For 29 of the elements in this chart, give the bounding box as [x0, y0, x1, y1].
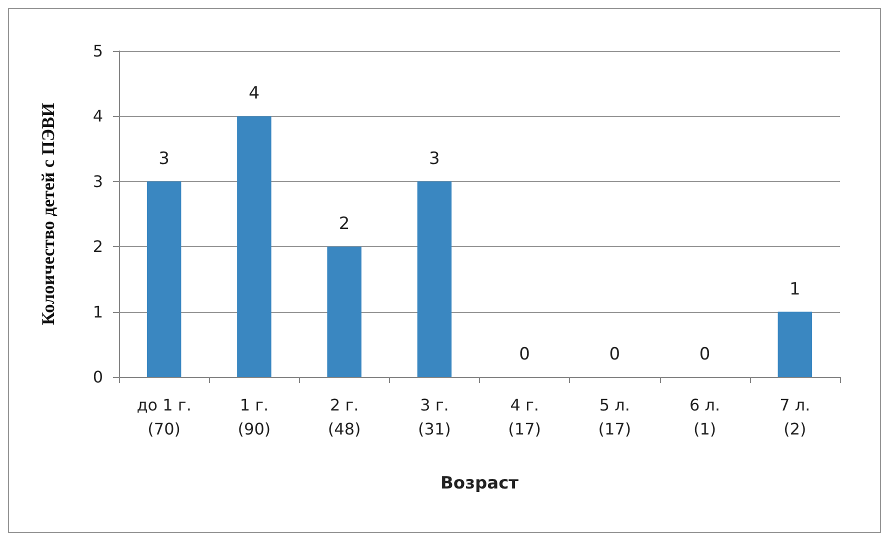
- bar: [417, 181, 452, 377]
- y-tick-label: 4: [92, 106, 103, 126]
- x-tick-label: 7 л. (2): [780, 396, 810, 438]
- bar: [146, 181, 182, 377]
- y-axis-title: Колоичество детей с ПЭВИ: [38, 102, 58, 326]
- y-tick-label: 0: [92, 368, 103, 386]
- data-label: 2: [338, 214, 350, 234]
- x-axis-title: Возраст: [440, 474, 519, 494]
- data-label: 0: [609, 344, 620, 364]
- x-tick-label: 6 л. (1): [690, 396, 720, 438]
- x-tick-label: 1 г. (90): [238, 396, 271, 438]
- data-label: 0: [519, 344, 530, 364]
- data-label: 0: [699, 344, 710, 364]
- data-label: 3: [158, 148, 170, 169]
- x-tick-label: 4 г. (17): [508, 396, 541, 438]
- x-tick-label: 3 г. (31): [418, 396, 451, 438]
- x-tick-label: 2 г. (48): [328, 396, 361, 438]
- data-label: 3: [429, 148, 440, 169]
- data-label: 1: [790, 279, 800, 300]
- x-tick-label: до 1 г. (70): [136, 396, 192, 438]
- bar: [327, 246, 362, 377]
- data-label: 4: [248, 84, 260, 104]
- bar: [778, 312, 812, 377]
- bar: [237, 116, 272, 377]
- x-tick-label: 5 л. (17): [598, 396, 632, 438]
- y-tick-label: 2: [92, 237, 103, 256]
- y-tick-label: 1: [92, 302, 103, 322]
- y-tick-label: 3: [92, 172, 103, 191]
- y-tick-label: 5: [92, 42, 103, 60]
